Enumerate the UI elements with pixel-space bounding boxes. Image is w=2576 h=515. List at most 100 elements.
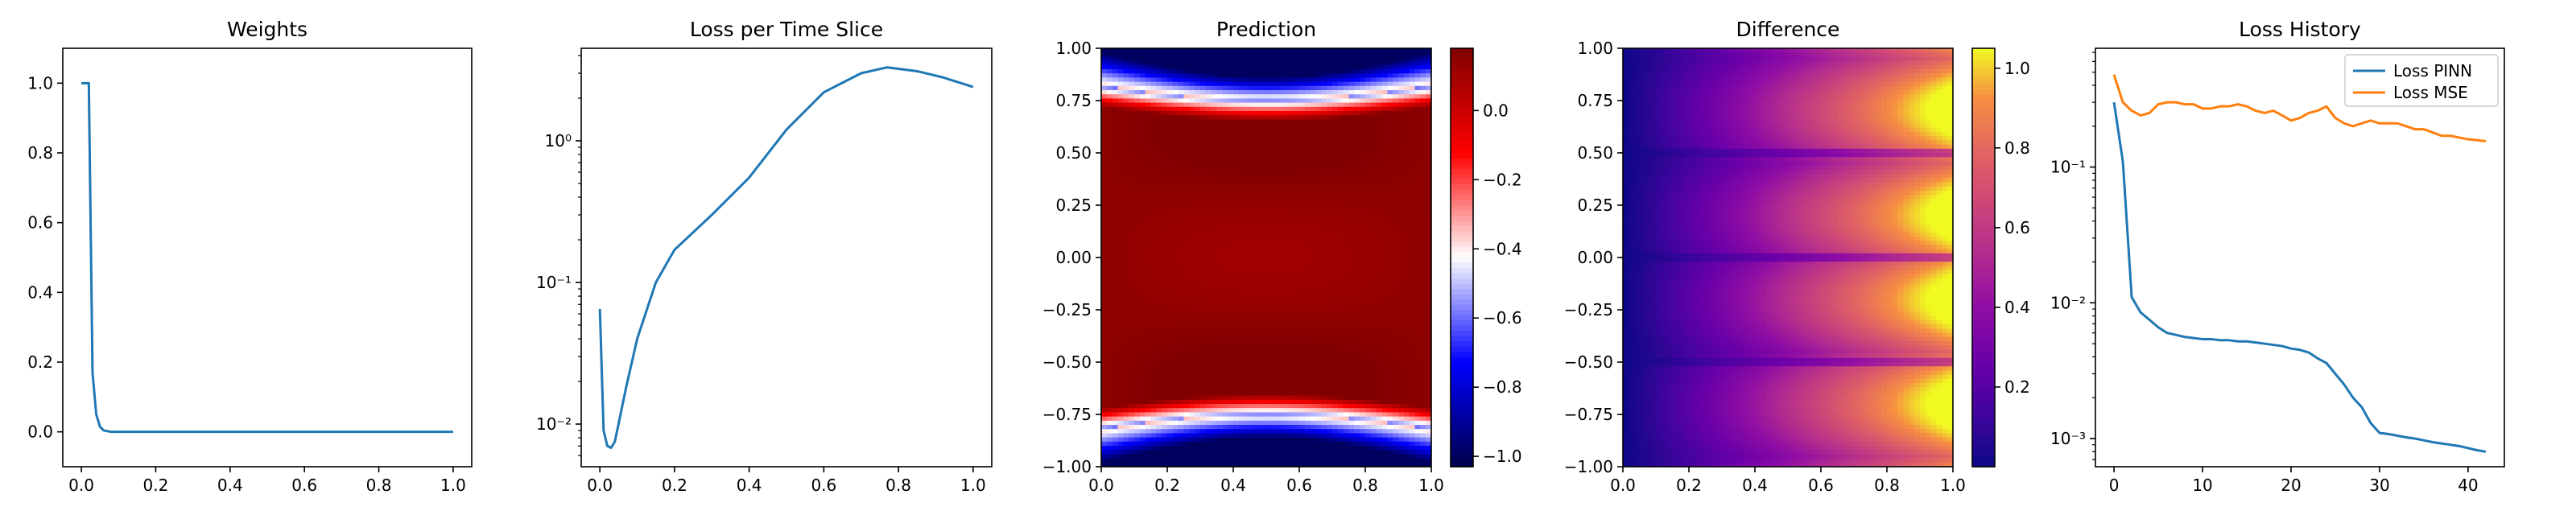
heatmap-cell	[1211, 102, 1218, 108]
heatmap-cell	[1354, 299, 1360, 304]
heatmap-cell	[1106, 437, 1113, 443]
heatmap-cell	[1139, 278, 1146, 283]
heatmap-cell	[1249, 299, 1256, 304]
heatmap-cell	[1129, 48, 1135, 53]
heatmap-cell	[1271, 336, 1278, 342]
heatmap-cell	[1310, 437, 1317, 443]
heatmap-cell	[1129, 157, 1135, 162]
heatmap-cell	[1178, 165, 1185, 171]
heatmap-cell	[1244, 404, 1251, 409]
heatmap-cell	[1216, 207, 1223, 212]
heatmap-cell	[1216, 157, 1223, 162]
heatmap-cell	[1195, 64, 1201, 70]
heatmap-cell	[1211, 140, 1218, 146]
heatmap-cell	[1123, 258, 1129, 262]
heatmap-cell	[1228, 336, 1234, 342]
heatmap-cell	[1216, 408, 1223, 413]
heatmap-cell	[1282, 429, 1289, 434]
heatmap-cell	[1304, 353, 1311, 359]
heatmap-cell	[1200, 165, 1207, 171]
heatmap-cell	[1288, 362, 1294, 367]
heatmap-cell	[1370, 111, 1377, 116]
heatmap-cell	[1216, 228, 1223, 233]
heatmap-cell	[1183, 165, 1190, 171]
heatmap-cell	[1117, 73, 1124, 78]
heatmap-cell	[1106, 433, 1113, 439]
heatmap-cell	[1348, 429, 1355, 434]
heatmap-cell	[1244, 307, 1251, 313]
heatmap-cell	[1315, 311, 1322, 317]
heatmap-cell	[1145, 266, 1152, 271]
heatmap-cell	[1117, 425, 1124, 430]
heatmap-cell	[1106, 77, 1113, 83]
heatmap-cell	[1150, 48, 1157, 53]
heatmap-cell	[1261, 85, 1267, 91]
heatmap-cell	[1211, 190, 1218, 196]
heatmap-cell	[1233, 429, 1240, 434]
heatmap-cell	[1261, 115, 1267, 120]
heatmap-cell	[1271, 249, 1278, 254]
heatmap-cell	[1195, 94, 1201, 99]
heatmap-cell	[1299, 258, 1306, 262]
heatmap-cell	[1365, 286, 1372, 292]
heatmap-cell	[1337, 253, 1344, 258]
heatmap-cell	[1327, 228, 1333, 233]
heatmap-cell	[1261, 458, 1267, 464]
heatmap-cell	[1233, 123, 1240, 129]
heatmap-cell	[1101, 303, 1108, 308]
heatmap-cell	[1261, 169, 1267, 175]
heatmap-cell	[1150, 266, 1157, 271]
heatmap-cell	[1178, 111, 1185, 116]
heatmap-cell	[1337, 102, 1344, 108]
heatmap-cell	[1255, 232, 1261, 237]
heatmap-cell	[1360, 270, 1366, 275]
heatmap-cell	[1332, 290, 1339, 296]
heatmap-cell	[1106, 429, 1113, 434]
heatmap-cell	[1282, 324, 1289, 329]
heatmap-cell	[1189, 412, 1195, 418]
heatmap-cell	[1167, 425, 1174, 430]
heatmap-cell	[1348, 324, 1355, 329]
heatmap-cell	[1348, 357, 1355, 363]
heatmap-cell	[1139, 111, 1146, 116]
heatmap-cell	[1327, 190, 1333, 196]
heatmap-cell	[1200, 412, 1207, 418]
heatmap-cell	[1167, 404, 1174, 409]
heatmap-cell	[1294, 237, 1300, 241]
heatmap-cell	[1156, 178, 1162, 183]
heatmap-cell	[1156, 290, 1162, 296]
heatmap-cell	[1228, 115, 1234, 120]
heatmap-cell	[1211, 237, 1218, 241]
heatmap-cell	[1266, 357, 1273, 363]
heatmap-cell	[1189, 81, 1195, 87]
heatmap-cell	[1310, 56, 1317, 62]
heatmap-cell	[1332, 224, 1339, 229]
heatmap-cell	[1145, 94, 1152, 99]
heatmap-cell	[1299, 190, 1306, 196]
heatmap-cell	[1327, 64, 1333, 70]
heatmap-cell	[1337, 178, 1344, 183]
heatmap-cell	[1299, 420, 1306, 426]
heatmap-cell	[1189, 429, 1195, 434]
heatmap-cell	[1266, 73, 1273, 78]
heatmap-cell	[1310, 182, 1317, 187]
heatmap-cell	[1277, 182, 1284, 187]
heatmap-cell	[1337, 161, 1344, 167]
heatmap-cell	[1211, 324, 1218, 329]
heatmap-cell	[1139, 216, 1146, 220]
heatmap-cell	[1205, 429, 1212, 434]
heatmap-cell	[1321, 278, 1327, 283]
heatmap-cell	[1271, 207, 1278, 212]
heatmap-cell	[1172, 399, 1179, 405]
heatmap-cell	[1271, 81, 1278, 87]
heatmap-cell	[1167, 362, 1174, 367]
heatmap-cell	[1112, 77, 1119, 83]
heatmap-cell	[1261, 199, 1267, 204]
heatmap-cell	[1238, 102, 1245, 108]
heatmap-cell	[1228, 425, 1234, 430]
heatmap-cell	[1156, 391, 1162, 397]
heatmap-cell	[1327, 115, 1333, 120]
heatmap-cell	[1222, 136, 1228, 141]
heatmap-cell	[1360, 136, 1366, 141]
